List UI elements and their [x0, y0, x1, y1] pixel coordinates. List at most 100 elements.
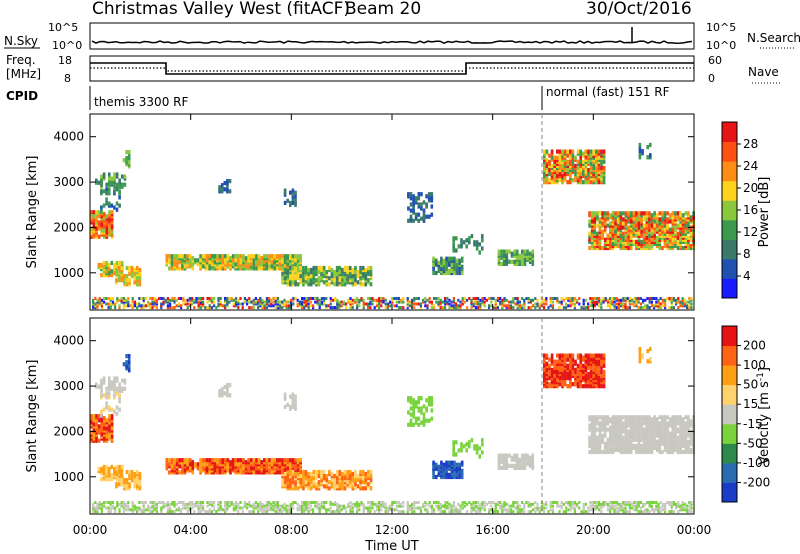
power-data-cell	[507, 306, 510, 310]
power-data-cell	[450, 300, 453, 304]
velocity-data-cell	[205, 458, 209, 463]
velocity-data-cell	[338, 482, 342, 487]
velocity-data-cell	[220, 387, 224, 392]
power-data-cell	[642, 306, 645, 310]
velocity-data-cell	[121, 378, 124, 383]
power-data-cell	[129, 304, 132, 308]
power-data-cell	[367, 306, 370, 310]
velocity-data-cell	[100, 393, 103, 398]
velocity-data-cell	[105, 506, 108, 510]
y-tick-label: 3000	[53, 175, 84, 189]
power-data-cell	[566, 167, 569, 173]
velocity-data-cell	[422, 412, 426, 417]
power-data-cell	[679, 304, 682, 308]
velocity-data-cell	[118, 407, 121, 412]
power-data-cell	[466, 306, 469, 310]
velocity-data-cell	[556, 378, 559, 383]
velocity-data-cell	[569, 384, 572, 389]
velocity-data-cell	[107, 466, 111, 472]
power-data-cell	[120, 298, 123, 302]
velocity-data-cell	[566, 353, 569, 358]
velocity-data-cell	[548, 376, 551, 381]
velocity-data-cell	[689, 419, 693, 424]
freq-unit-label: [MHz]	[6, 67, 41, 81]
power-data-cell	[307, 267, 310, 273]
velocity-data-cell	[260, 464, 263, 469]
velocity-data-cell	[412, 412, 415, 417]
power-data-cell	[235, 304, 238, 308]
power-data-cell	[593, 297, 596, 300]
power-data-cell	[646, 297, 649, 300]
velocity-data-cell	[420, 410, 423, 415]
velocity-data-cell	[590, 437, 594, 442]
power-data-cell	[107, 187, 111, 192]
power-data-cell	[261, 306, 264, 310]
power-data-cell	[635, 223, 638, 228]
power-data-cell	[123, 174, 127, 179]
power-data-cell	[261, 304, 264, 308]
power-data-cell	[548, 159, 551, 164]
power-data-cell	[169, 306, 172, 310]
power-data-cell	[276, 298, 279, 302]
power-data-cell	[561, 172, 564, 177]
power-data-cell	[108, 210, 111, 215]
power-data-cell	[142, 300, 145, 304]
power-data-cell	[265, 297, 268, 300]
velocity-data-cell	[600, 373, 603, 379]
power-data-cell	[648, 229, 651, 234]
power-data-cells	[90, 142, 695, 310]
power-data-cell	[588, 211, 591, 216]
power-data-cell	[663, 229, 667, 234]
power-data-cell	[505, 298, 508, 302]
power-data-cell	[452, 242, 455, 247]
power-data-cell	[175, 304, 178, 308]
power-data-cell	[448, 298, 451, 302]
power-data-cell	[579, 180, 582, 185]
power-data-cell	[576, 298, 579, 302]
velocity-data-cell	[117, 469, 121, 475]
power-data-cell	[515, 251, 519, 256]
power-data-cell	[265, 306, 268, 310]
velocity-data-cell	[291, 392, 295, 397]
power-data-cell	[571, 149, 575, 154]
power-data-cell	[536, 304, 539, 308]
power-data-cell	[138, 302, 141, 306]
velocity-data-cell	[453, 474, 456, 480]
power-data-cell	[655, 304, 658, 308]
nave-trace	[90, 67, 694, 72]
power-data-cell	[424, 300, 427, 304]
velocity-data-cell	[113, 388, 116, 393]
velocity-data-cell	[676, 415, 680, 420]
velocity-data-cell	[113, 393, 116, 398]
velocity-data-cell	[231, 458, 235, 463]
nsky-panel: N.Sky 10^5 10^0 10^5 10^0 N.Search	[4, 21, 800, 52]
power-data-cell	[312, 276, 316, 281]
power-data-cell	[428, 297, 431, 300]
power-data-cell	[125, 265, 129, 271]
power-data-cell	[681, 229, 685, 234]
power-data-cell	[279, 300, 282, 304]
power-data-cell	[644, 306, 647, 310]
power-data-cell	[558, 300, 561, 304]
freq-tick-top: 18	[58, 54, 72, 67]
power-data-cell	[417, 218, 421, 223]
power-data-cell	[642, 300, 645, 304]
power-data-cell	[346, 265, 349, 271]
power-data-cell	[397, 297, 400, 300]
power-data-cell	[276, 300, 279, 304]
power-data-cell	[563, 167, 567, 173]
power-data-cell	[503, 297, 506, 300]
power-data-cell	[362, 300, 365, 304]
velocity-data-cell	[100, 502, 103, 506]
velocity-data-cell	[186, 458, 189, 463]
power-data-cell	[590, 223, 594, 228]
power-data-cell	[650, 300, 653, 304]
power-data-cell	[609, 229, 612, 234]
power-data-cell	[545, 149, 549, 154]
power-data-cell	[447, 268, 451, 273]
power-data-cell	[289, 265, 292, 271]
velocity-data-cell	[131, 508, 134, 512]
power-data-cell	[283, 267, 287, 273]
power-data-cell	[571, 167, 575, 173]
power-data-cell	[422, 208, 426, 213]
